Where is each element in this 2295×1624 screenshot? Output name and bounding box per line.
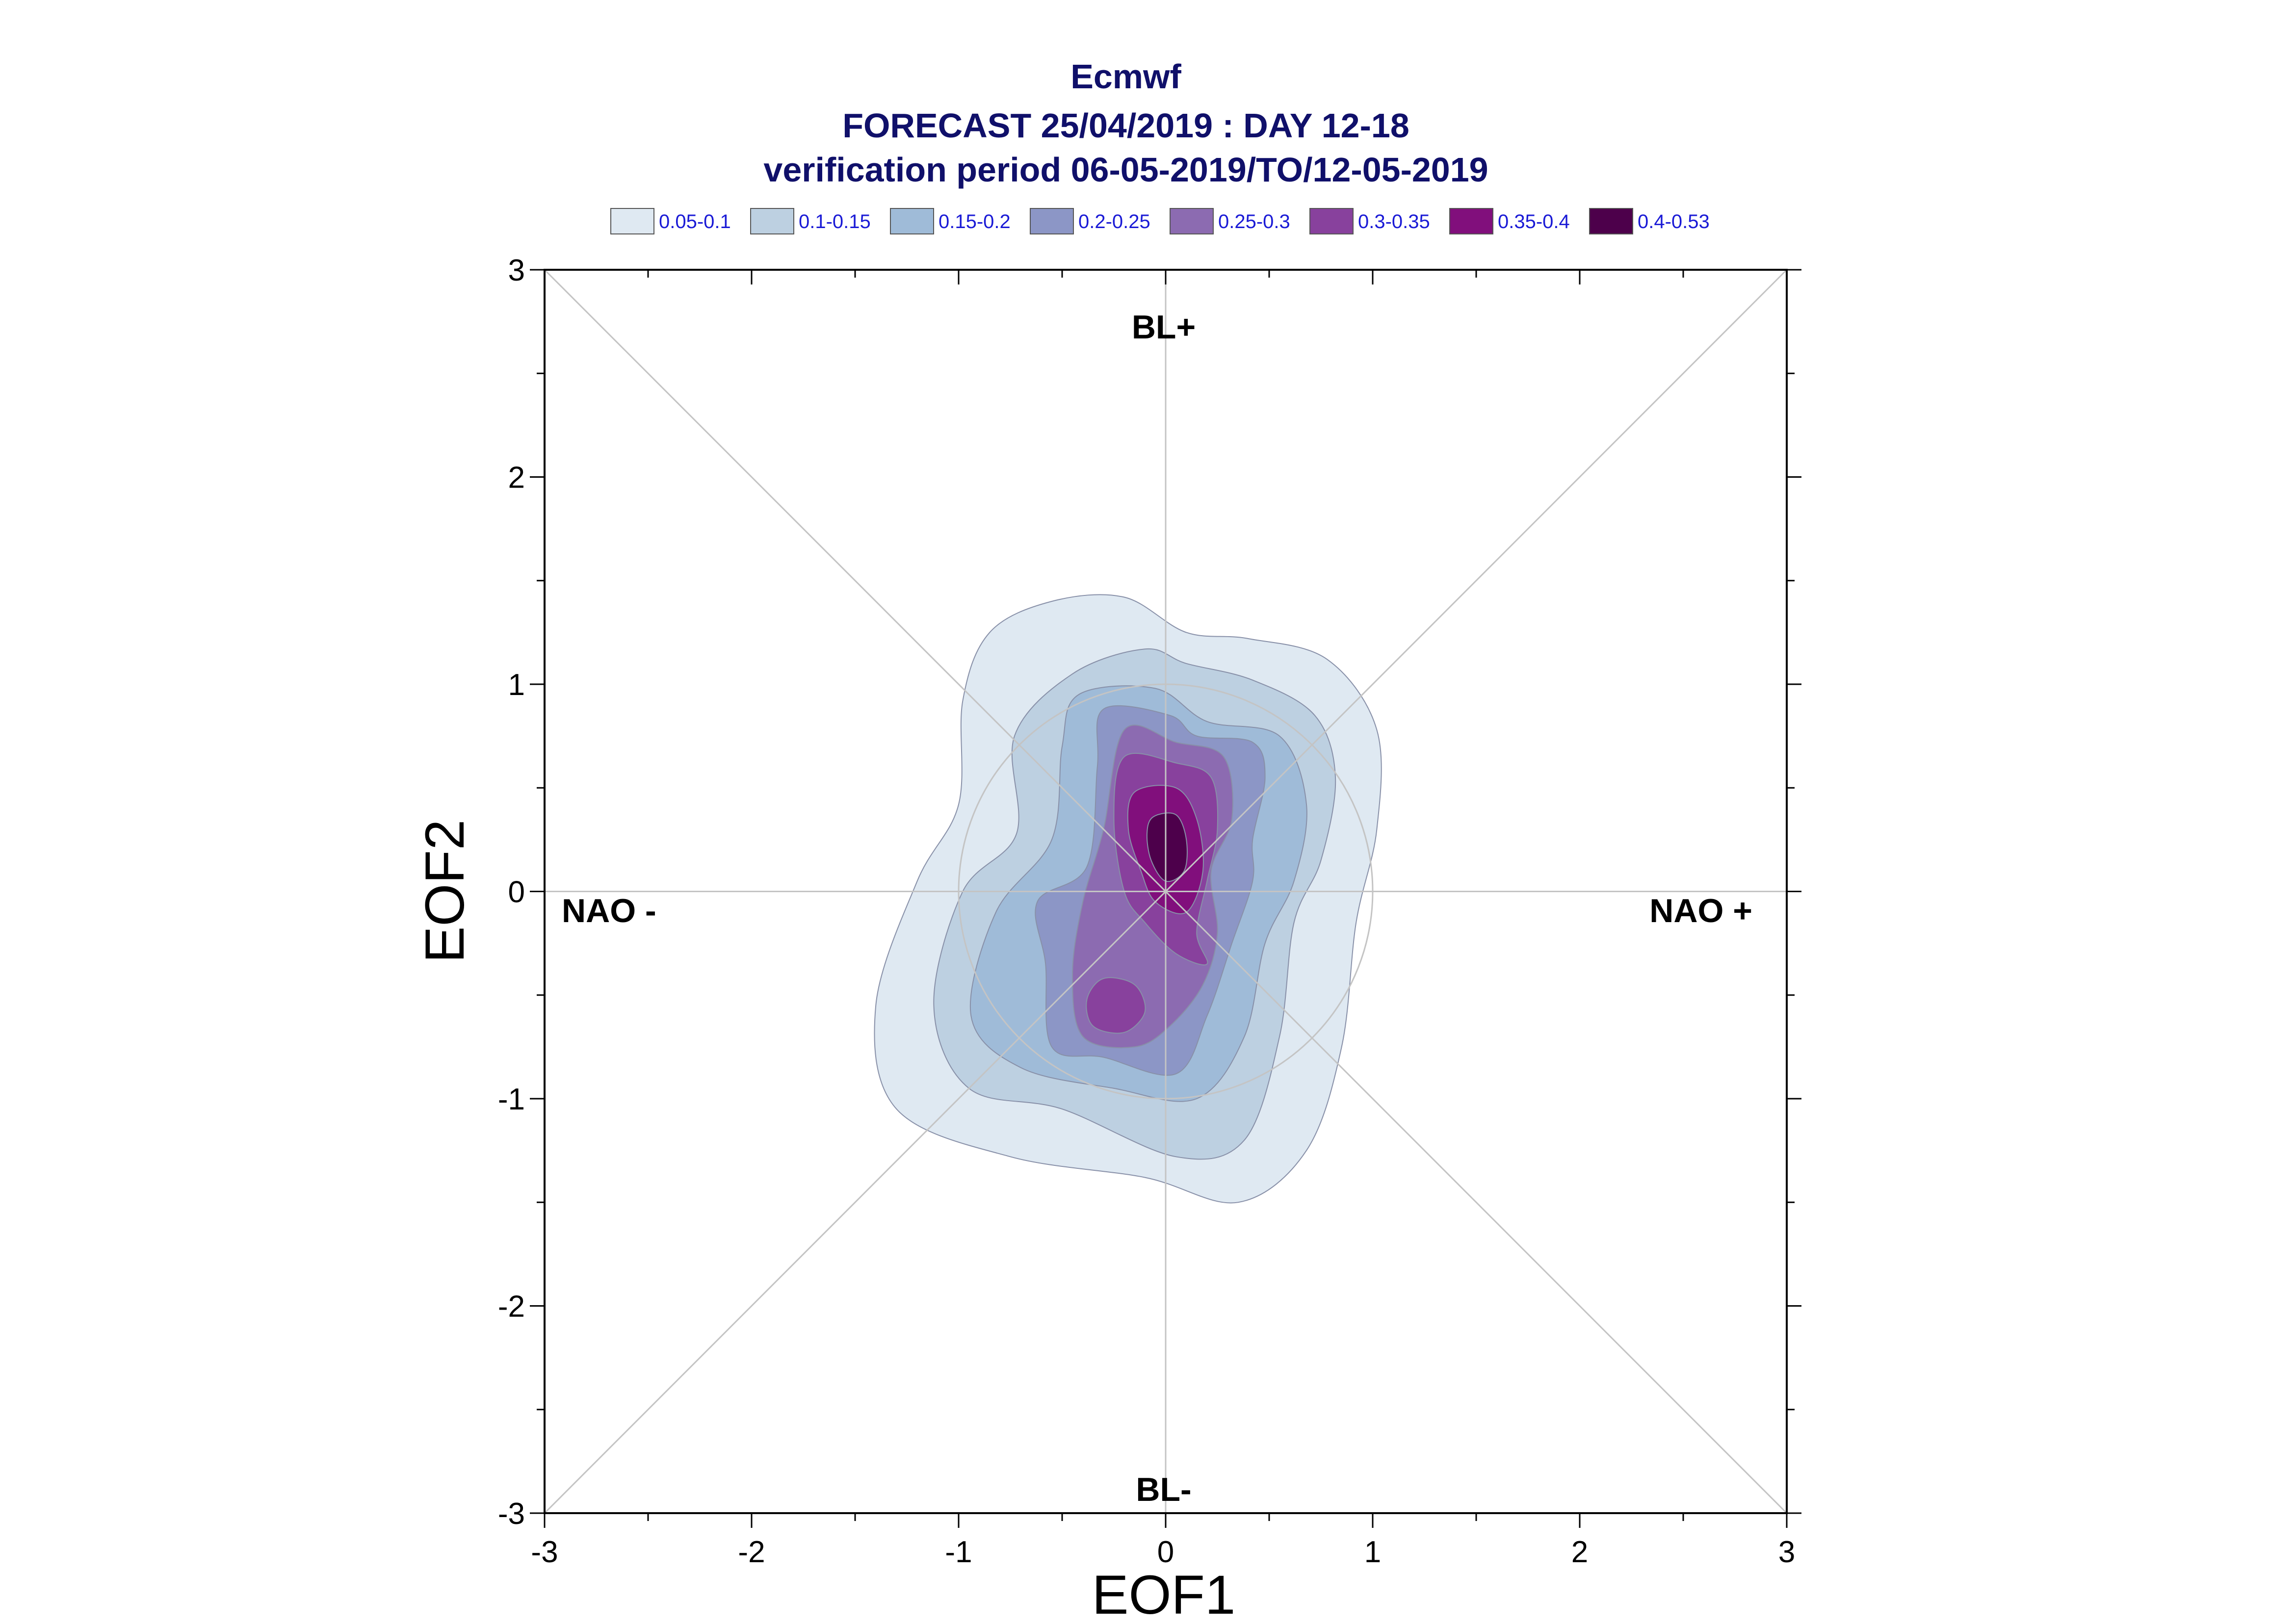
- y-tick-label-2: -1: [498, 1083, 525, 1116]
- chart-title: Ecmwf FORECAST 25/04/2019 : DAY 12-18 ve…: [763, 57, 1488, 189]
- contour-0.3-0.35-6: [1086, 977, 1146, 1034]
- x-tick-label-2: -1: [945, 1535, 972, 1569]
- x-tick-label-3: 0: [1157, 1535, 1174, 1569]
- tick-labels: -3 -2 -1 0 1 2 3 -3 -2 -1 0 1 2 3: [498, 254, 1795, 1569]
- legend-label-2: 0.15-0.2: [939, 211, 1011, 232]
- legend-swatch-0: [610, 208, 654, 234]
- legend-swatch-3: [1030, 208, 1074, 234]
- x-tick-label-4: 1: [1364, 1535, 1381, 1569]
- y-tick-label-0: -3: [498, 1497, 525, 1531]
- axis-ticks: [530, 269, 1801, 1528]
- title-line-2: FORECAST 25/04/2019 : DAY 12-18: [842, 106, 1409, 145]
- plot-area: -3 -2 -1 0 1 2 3 -3 -2 -1 0 1 2 3: [498, 254, 1801, 1569]
- legend-label-3: 0.2-0.25: [1078, 211, 1150, 232]
- x-tick-label-5: 2: [1571, 1535, 1588, 1569]
- region-label-bl-plus: BL+: [1132, 309, 1196, 346]
- x-tick-label-0: -3: [531, 1535, 558, 1569]
- title-line-3: verification period 06-05-2019/TO/12-05-…: [763, 151, 1488, 189]
- x-tick-label-1: -2: [738, 1535, 765, 1569]
- legend-label-4: 0.25-0.3: [1218, 211, 1290, 232]
- legend-swatch-1: [750, 208, 794, 234]
- region-label-nao-minus: NAO -: [562, 892, 656, 929]
- legend-label-1: 0.1-0.15: [799, 211, 871, 232]
- legend-swatch-4: [1170, 208, 1214, 234]
- legend-swatch-5: [1309, 208, 1354, 234]
- y-tick-label-6: 3: [508, 254, 525, 287]
- y-tick-label-1: -2: [498, 1290, 525, 1324]
- title-line-1: Ecmwf: [1070, 57, 1181, 96]
- legend-swatch-7: [1589, 208, 1633, 234]
- y-axis-title: EOF2: [414, 820, 475, 963]
- x-axis-title: EOF1: [1092, 1564, 1236, 1624]
- y-tick-label-3: 0: [508, 876, 525, 909]
- contour-0.4-0.53-8: [1146, 812, 1188, 882]
- region-label-bl-minus: BL-: [1136, 1471, 1191, 1508]
- region-label-nao-plus: NAO +: [1649, 892, 1752, 929]
- x-tick-label-6: 3: [1778, 1535, 1795, 1569]
- legend-label-0: 0.05-0.1: [659, 211, 731, 232]
- legend-swatch-6: [1449, 208, 1493, 234]
- y-tick-label-4: 1: [508, 668, 525, 702]
- legend: 0.05-0.1 0.1-0.15 0.15-0.2 0.2-0.25 0.25-0.3…: [610, 208, 1710, 234]
- legend-label-5: 0.3-0.35: [1358, 211, 1430, 232]
- reference-circle: [958, 683, 1374, 1100]
- diagonal-line-2: [544, 269, 1788, 1514]
- legend-label-7: 0.4-0.53: [1638, 211, 1710, 232]
- legend-label-6: 0.35-0.4: [1498, 211, 1570, 232]
- reference-lines: [544, 269, 1788, 1514]
- y-tick-label-5: 2: [508, 461, 525, 495]
- legend-swatch-2: [890, 208, 934, 234]
